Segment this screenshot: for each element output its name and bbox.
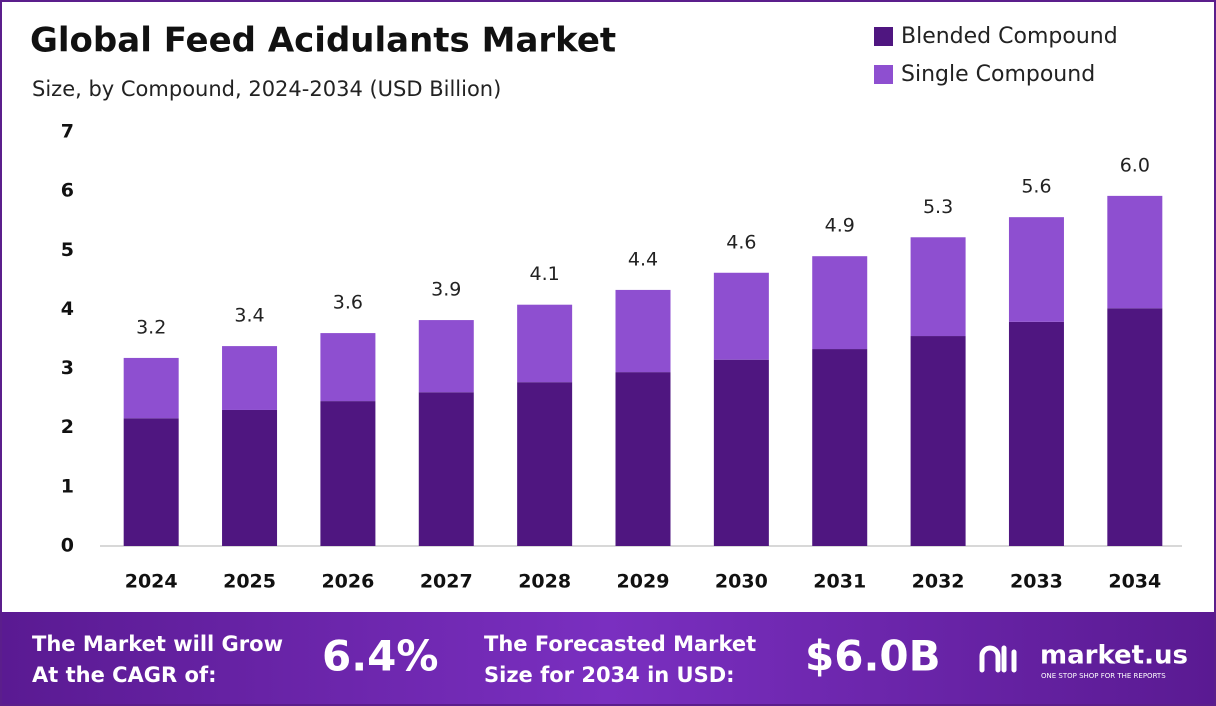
bar-segment: [1107, 195, 1163, 309]
x-tick-label: 2024: [125, 571, 178, 593]
total-label: 4.9: [825, 215, 855, 237]
bar-segment: [418, 320, 474, 393]
chart-subtitle: Size, by Compound, 2024-2034 (USD Billio…: [32, 77, 501, 101]
bar-segment: [812, 256, 868, 350]
bar-segment: [320, 401, 376, 546]
bar-segment: [1008, 321, 1064, 546]
brand: market.us: [1040, 641, 1188, 671]
x-tick-label: 2028: [518, 571, 571, 593]
bar-segment: [713, 359, 769, 546]
bar-segment: [910, 336, 966, 546]
x-tick-label: 2027: [420, 571, 473, 593]
cagr-value: 6.4%: [322, 632, 438, 681]
x-tick-label: 2030: [715, 571, 768, 593]
legend-label: Single Compound: [901, 62, 1095, 87]
bar-segment: [517, 304, 573, 383]
legend-swatch: [874, 65, 893, 84]
y-tick-label: 4: [61, 298, 74, 320]
y-tick-label: 7: [61, 121, 74, 143]
footer-bg: [2, 612, 1214, 704]
bar-segment: [222, 346, 278, 410]
total-label: 3.4: [234, 305, 264, 327]
y-tick-label: 0: [61, 535, 74, 557]
bar-segment: [910, 237, 966, 337]
total-label: 4.1: [530, 263, 560, 285]
total-label: 5.3: [923, 196, 953, 218]
x-tick-label: 2033: [1010, 571, 1063, 593]
legend-label: Blended Compound: [901, 24, 1118, 49]
legend-swatch: [874, 27, 893, 46]
bar-segment: [123, 357, 179, 419]
bar-segment: [517, 382, 573, 546]
tagline: ONE STOP SHOP FOR THE REPORTS: [1041, 672, 1166, 680]
forecast-label: The Forecasted Market: [484, 632, 756, 656]
chart: Global Feed Acidulants Market Size, by C…: [30, 21, 1182, 593]
bar-segment: [812, 349, 868, 546]
footer: The Market will Grow At the CAGR of: 6.4…: [2, 612, 1214, 704]
y-tick-label: 1: [61, 475, 74, 497]
bar-segment: [1008, 217, 1064, 322]
total-label: 5.6: [1021, 176, 1051, 198]
forecast-value: $6.0B: [805, 632, 941, 681]
x-tick-label: 2031: [813, 571, 866, 593]
y-tick-label: 6: [61, 180, 74, 202]
bar-segment: [222, 409, 278, 546]
total-label: 4.6: [726, 231, 756, 253]
bar-segment: [713, 272, 769, 360]
x-tick-label: 2032: [912, 571, 965, 593]
forecast-label: Size for 2034 in USD:: [484, 663, 735, 687]
bar-segment: [418, 392, 474, 546]
y-tick-label: 5: [61, 239, 74, 261]
total-label: 3.9: [431, 279, 461, 301]
chart-title: Global Feed Acidulants Market: [30, 21, 616, 61]
y-tick-label: 3: [61, 357, 74, 379]
bar-segment: [123, 418, 179, 546]
bar-segment: [1107, 308, 1163, 546]
total-label: 3.6: [333, 292, 363, 314]
x-tick-label: 2026: [321, 571, 374, 593]
x-tick-label: 2034: [1108, 571, 1161, 593]
logo-icon: [979, 645, 1017, 673]
cagr-label: The Market will Grow: [32, 632, 283, 656]
x-tick-label: 2029: [617, 571, 670, 593]
bar-segment: [320, 333, 376, 402]
total-label: 6.0: [1120, 154, 1150, 176]
x-tick-label: 2025: [223, 571, 276, 593]
bar-segment: [615, 372, 671, 546]
bar-segment: [615, 289, 671, 373]
total-label: 4.4: [628, 248, 658, 270]
total-label: 3.2: [136, 316, 166, 338]
y-tick-label: 2: [61, 416, 74, 438]
cagr-label: At the CAGR of:: [32, 663, 217, 687]
